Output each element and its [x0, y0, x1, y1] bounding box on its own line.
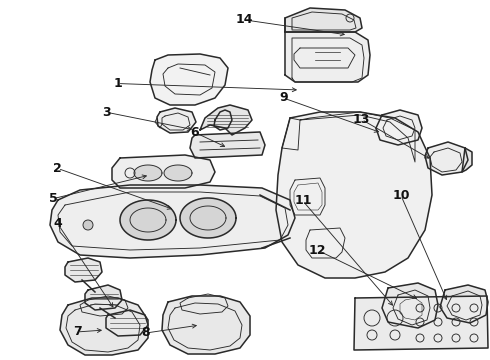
Polygon shape: [65, 258, 102, 282]
Text: 7: 7: [73, 325, 82, 338]
Polygon shape: [120, 200, 176, 240]
Polygon shape: [285, 8, 362, 32]
Polygon shape: [200, 105, 252, 135]
Text: 14: 14: [235, 13, 253, 26]
Text: 10: 10: [392, 189, 410, 202]
Polygon shape: [285, 32, 370, 82]
Circle shape: [83, 220, 93, 230]
Polygon shape: [425, 142, 468, 175]
Polygon shape: [112, 155, 215, 188]
Text: 9: 9: [279, 91, 288, 104]
Polygon shape: [106, 310, 148, 336]
Polygon shape: [162, 296, 250, 354]
Polygon shape: [462, 148, 472, 172]
Polygon shape: [214, 110, 232, 130]
Polygon shape: [85, 285, 122, 310]
Text: 3: 3: [102, 106, 111, 119]
Polygon shape: [382, 283, 438, 328]
Polygon shape: [376, 110, 422, 145]
Text: 11: 11: [294, 194, 312, 207]
Polygon shape: [164, 165, 192, 181]
Text: 13: 13: [353, 113, 370, 126]
Polygon shape: [440, 285, 488, 323]
Polygon shape: [157, 108, 196, 133]
Polygon shape: [354, 296, 488, 350]
Polygon shape: [180, 198, 236, 238]
Text: 12: 12: [309, 244, 326, 257]
Text: 6: 6: [191, 126, 199, 139]
Text: 1: 1: [113, 77, 122, 90]
Polygon shape: [134, 165, 162, 181]
Text: 8: 8: [142, 327, 150, 339]
Text: 4: 4: [53, 217, 62, 230]
Polygon shape: [150, 54, 228, 105]
Polygon shape: [50, 185, 295, 258]
Text: 2: 2: [53, 162, 62, 175]
Polygon shape: [60, 298, 148, 355]
Text: 5: 5: [49, 192, 57, 205]
Polygon shape: [276, 112, 432, 278]
Polygon shape: [190, 132, 265, 158]
